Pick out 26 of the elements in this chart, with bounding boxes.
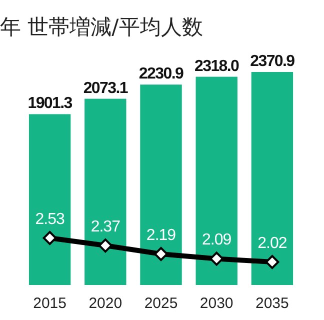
- point: [265, 255, 280, 269]
- point: [154, 247, 168, 261]
- x-tick-label: 2015: [33, 295, 66, 312]
- bar: [84, 98, 126, 285]
- data-label: 2073.1: [83, 80, 128, 97]
- bar: [140, 84, 182, 285]
- data-label: 2.02: [258, 235, 288, 252]
- data-label: 2.37: [90, 218, 121, 236]
- data-label: 2.09: [202, 232, 232, 249]
- data-label: 2318.0: [194, 58, 240, 75]
- chart-title: 年 世帯増減/平均人数: [0, 15, 203, 39]
- bar: [28, 114, 71, 285]
- point: [42, 231, 57, 245]
- data-label: 2.19: [146, 227, 176, 244]
- point: [98, 238, 112, 253]
- point: [210, 252, 224, 266]
- x-tick-label: 2020: [88, 295, 122, 312]
- x-tick-label: 2025: [144, 295, 178, 312]
- x-tick-label: 2030: [200, 295, 234, 312]
- data-label: 2370.9: [250, 53, 296, 70]
- data-label: 2.53: [35, 211, 65, 228]
- bar: [251, 72, 294, 285]
- bar: [196, 76, 238, 285]
- data-label: 1901.3: [28, 95, 73, 112]
- x-tick-label: 2035: [256, 295, 289, 312]
- data-label: 2230.9: [138, 66, 184, 83]
